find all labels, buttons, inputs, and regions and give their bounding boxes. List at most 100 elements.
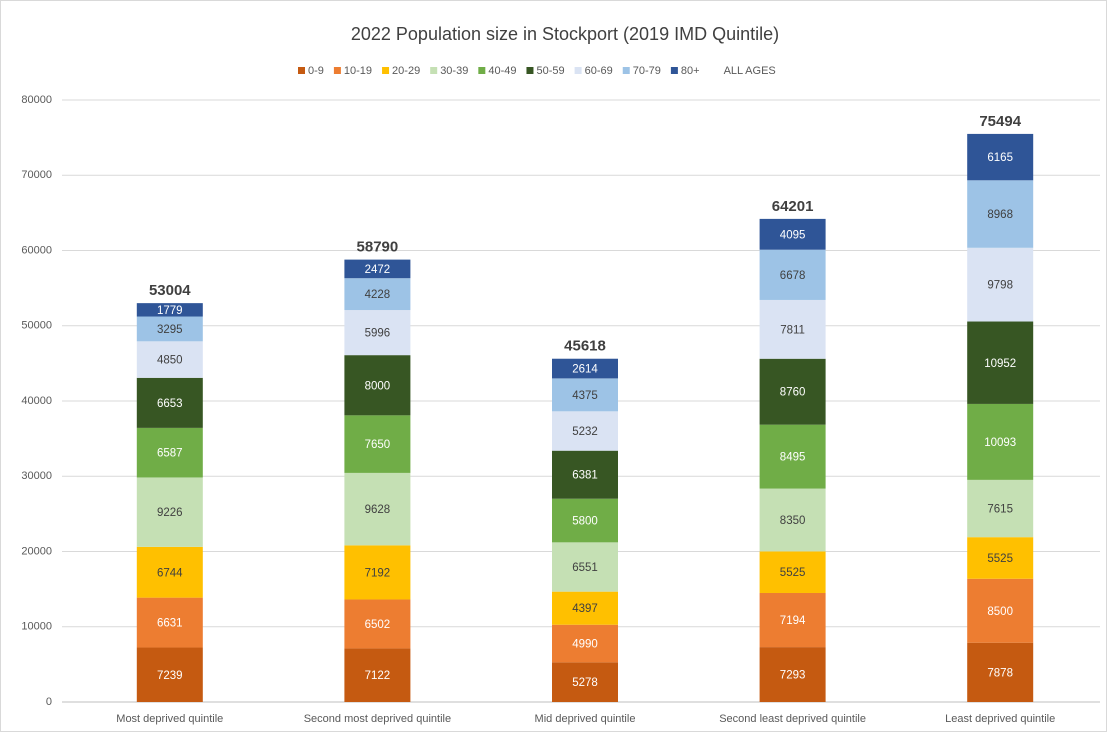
x-tick-label: Second most deprived quintile: [304, 713, 451, 725]
data-label: 4990: [572, 639, 598, 651]
legend-label: 0-9: [308, 65, 324, 77]
data-label: 7122: [365, 670, 391, 682]
bar-segment: [344, 648, 411, 702]
y-tick-label: 30000: [21, 470, 52, 482]
data-label: 7192: [365, 567, 391, 579]
data-label: 5525: [987, 553, 1013, 565]
data-label: 7293: [780, 670, 806, 682]
data-label: 8350: [780, 515, 806, 527]
bar-segment: [967, 479, 1034, 538]
bar-segment: [552, 358, 618, 379]
data-label: 8760: [780, 387, 806, 399]
total-label: 45618: [564, 338, 606, 355]
bar-segment: [344, 278, 411, 311]
legend-swatch: [670, 67, 678, 74]
data-label: 7878: [987, 667, 1013, 679]
data-label: 6678: [780, 270, 806, 282]
bar-segment: [967, 403, 1034, 480]
data-label: 4228: [365, 289, 391, 301]
y-tick-label: 0: [46, 696, 52, 708]
total-label: 75494: [979, 113, 1021, 130]
legend-swatch: [430, 67, 438, 74]
data-label: 5278: [572, 677, 598, 689]
data-label: 6744: [157, 567, 183, 579]
legend-swatch: [382, 67, 390, 74]
bar-segment: [136, 316, 203, 342]
data-label: 6502: [365, 619, 391, 631]
y-tick-label: 10000: [21, 621, 52, 633]
legend-swatch: [333, 67, 341, 74]
legend-swatch: [526, 67, 534, 74]
bar-segment: [967, 133, 1034, 181]
legend-label: 50-59: [536, 65, 564, 77]
bar-segment: [552, 411, 618, 451]
chart-title: 2022 Population size in Stockport (2019 …: [351, 24, 779, 44]
data-label: 7194: [780, 615, 806, 627]
data-label: 4375: [572, 390, 598, 402]
legend-swatch: [574, 67, 582, 74]
legend-label: 70-79: [633, 65, 661, 77]
bar-segment: [759, 249, 826, 300]
data-label: 9798: [987, 280, 1013, 292]
bar-segment: [344, 415, 411, 473]
bar-segment: [759, 592, 826, 648]
data-label: 6381: [572, 470, 598, 482]
bar-segment: [136, 597, 203, 648]
data-label: 7811: [780, 324, 805, 336]
data-label: 8968: [987, 209, 1013, 221]
legend-label: 30-39: [440, 65, 468, 77]
bar-segment: [136, 546, 203, 598]
y-tick-label: 80000: [21, 94, 52, 106]
total-label: 64201: [772, 198, 814, 215]
bar-segment: [344, 310, 411, 356]
x-tick-label: Most deprived quintile: [116, 713, 223, 725]
bar-segment: [344, 599, 411, 649]
data-label: 3295: [157, 324, 183, 336]
bar-segment: [967, 180, 1034, 248]
bar-segment: [759, 299, 826, 359]
bar-segment: [136, 647, 203, 702]
data-label: 5800: [572, 516, 598, 528]
data-label: 7615: [987, 504, 1013, 516]
bar-segment: [759, 358, 826, 425]
bar-segment: [967, 321, 1034, 404]
bar-segment: [759, 488, 826, 552]
bar-segment: [759, 551, 826, 593]
data-label: 6551: [572, 562, 598, 574]
data-label: 4397: [572, 603, 598, 615]
data-label: 9628: [365, 504, 391, 516]
legend-label: 20-29: [392, 65, 420, 77]
data-label: 6631: [157, 618, 183, 630]
total-label: 53004: [149, 282, 191, 299]
y-tick-label: 50000: [21, 320, 52, 332]
bar-segment: [552, 624, 618, 663]
legend-swatch: [622, 67, 630, 74]
legend-label: 40-49: [488, 65, 516, 77]
legend-label: 60-69: [585, 65, 613, 77]
data-label: 7650: [365, 439, 391, 451]
legend-label: ALL AGES: [724, 65, 776, 77]
data-label: 8495: [780, 452, 806, 464]
bar-segment: [967, 537, 1034, 579]
data-label: 2472: [365, 264, 391, 276]
data-label: 8500: [987, 606, 1013, 618]
data-label: 10952: [984, 358, 1016, 370]
bar-segment: [344, 545, 411, 600]
bar-segment: [552, 498, 618, 543]
legend-label: 10-19: [344, 65, 372, 77]
data-label: 5525: [780, 567, 806, 579]
data-label: 6653: [157, 398, 183, 410]
bar-segment: [136, 427, 203, 478]
bar-segment: [552, 450, 618, 499]
data-label: 6165: [987, 152, 1013, 164]
data-label: 9226: [157, 507, 183, 519]
data-label: 6587: [157, 448, 183, 460]
data-label: 10093: [984, 437, 1016, 449]
bar-segment: [967, 247, 1034, 322]
data-label: 4095: [780, 229, 806, 241]
y-tick-label: 40000: [21, 395, 52, 407]
bar-segment: [552, 591, 618, 625]
bar-segment: [344, 355, 411, 416]
x-tick-label: Second least deprived quintile: [719, 713, 866, 725]
